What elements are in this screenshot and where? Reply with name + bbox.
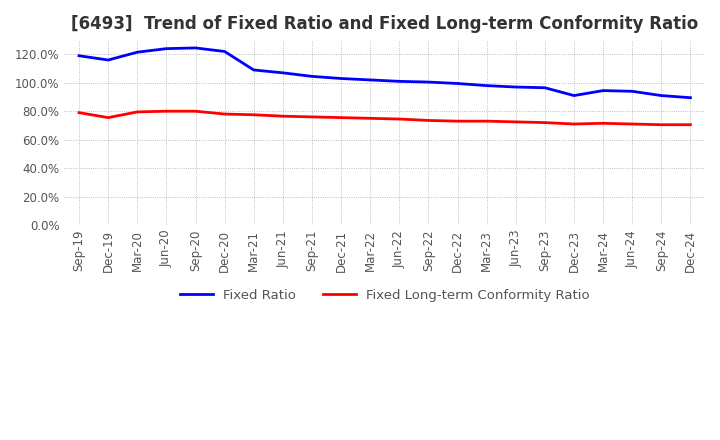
Fixed Ratio	[511, 84, 520, 90]
Fixed Long-term Conformity Ratio	[686, 122, 695, 127]
Fixed Long-term Conformity Ratio	[192, 109, 200, 114]
Fixed Ratio	[686, 95, 695, 100]
Fixed Ratio	[249, 67, 258, 73]
Fixed Long-term Conformity Ratio	[249, 112, 258, 117]
Fixed Long-term Conformity Ratio	[395, 117, 404, 122]
Fixed Ratio	[133, 50, 142, 55]
Fixed Long-term Conformity Ratio	[541, 120, 549, 125]
Fixed Long-term Conformity Ratio	[162, 109, 171, 114]
Fixed Ratio	[279, 70, 287, 75]
Fixed Ratio	[366, 77, 374, 83]
Fixed Long-term Conformity Ratio	[133, 109, 142, 114]
Fixed Long-term Conformity Ratio	[453, 118, 462, 124]
Fixed Long-term Conformity Ratio	[570, 121, 578, 127]
Legend: Fixed Ratio, Fixed Long-term Conformity Ratio: Fixed Ratio, Fixed Long-term Conformity …	[174, 283, 595, 307]
Fixed Long-term Conformity Ratio	[366, 116, 374, 121]
Fixed Long-term Conformity Ratio	[75, 110, 84, 115]
Fixed Ratio	[192, 45, 200, 51]
Fixed Ratio	[337, 76, 346, 81]
Fixed Ratio	[599, 88, 608, 93]
Fixed Long-term Conformity Ratio	[307, 114, 316, 120]
Fixed Ratio	[104, 57, 112, 62]
Fixed Ratio	[628, 89, 636, 94]
Fixed Long-term Conformity Ratio	[482, 118, 491, 124]
Line: Fixed Long-term Conformity Ratio: Fixed Long-term Conformity Ratio	[79, 111, 690, 125]
Fixed Long-term Conformity Ratio	[337, 115, 346, 120]
Fixed Long-term Conformity Ratio	[220, 111, 229, 117]
Fixed Ratio	[162, 46, 171, 51]
Fixed Ratio	[482, 83, 491, 88]
Fixed Ratio	[220, 49, 229, 54]
Fixed Ratio	[453, 81, 462, 86]
Fixed Long-term Conformity Ratio	[628, 121, 636, 127]
Fixed Long-term Conformity Ratio	[279, 114, 287, 119]
Title: [6493]  Trend of Fixed Ratio and Fixed Long-term Conformity Ratio: [6493] Trend of Fixed Ratio and Fixed Lo…	[71, 15, 698, 33]
Fixed Ratio	[395, 79, 404, 84]
Fixed Ratio	[570, 93, 578, 98]
Fixed Ratio	[657, 93, 666, 98]
Fixed Ratio	[424, 80, 433, 85]
Fixed Long-term Conformity Ratio	[424, 118, 433, 123]
Fixed Long-term Conformity Ratio	[657, 122, 666, 127]
Line: Fixed Ratio: Fixed Ratio	[79, 48, 690, 98]
Fixed Ratio	[541, 85, 549, 90]
Fixed Ratio	[75, 53, 84, 59]
Fixed Long-term Conformity Ratio	[511, 119, 520, 125]
Fixed Long-term Conformity Ratio	[104, 115, 112, 120]
Fixed Ratio	[307, 74, 316, 79]
Fixed Long-term Conformity Ratio	[599, 121, 608, 126]
